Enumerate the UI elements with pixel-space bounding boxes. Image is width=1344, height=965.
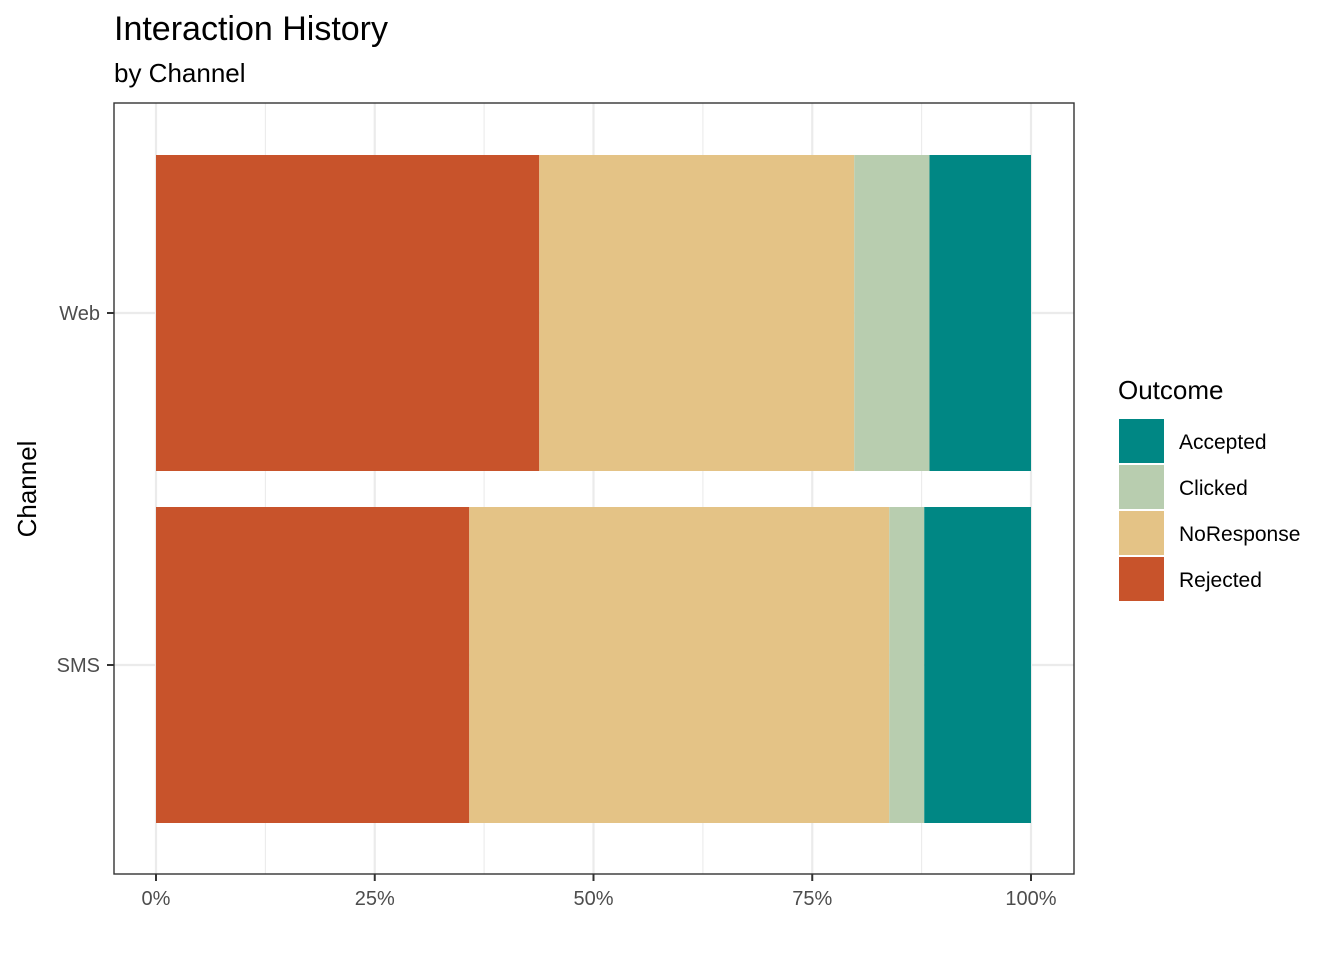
y-axis: Web SMS: [57, 303, 114, 677]
x-tick-label: 75%: [792, 888, 832, 910]
chart-subtitle: by Channel: [114, 58, 246, 88]
legend-label-clicked: Clicked: [1179, 477, 1248, 500]
bar-web-noresponse: [539, 155, 855, 471]
x-tick-label: 50%: [573, 888, 613, 910]
legend-key-accepted: [1119, 419, 1164, 463]
bar-web-accepted: [929, 155, 1031, 471]
y-axis-title: Channel: [12, 441, 42, 538]
legend-key-rejected: [1119, 557, 1164, 601]
chart-title: Interaction History: [114, 10, 388, 48]
legend-label-accepted: Accepted: [1179, 431, 1267, 454]
bar-web-clicked: [854, 155, 930, 471]
legend-key-noresponse: [1119, 511, 1164, 555]
x-tick-label: 25%: [355, 888, 395, 910]
x-tick-label: 100%: [1005, 888, 1056, 910]
legend-key-clicked: [1119, 465, 1164, 509]
bar-sms-clicked: [889, 507, 925, 823]
y-tick-label-sms: SMS: [57, 655, 100, 677]
bars-layer: [156, 155, 1031, 823]
legend-label-rejected: Rejected: [1179, 569, 1262, 592]
x-axis: 0% 25% 50% 75% 100%: [142, 874, 1057, 910]
x-tick-label: 0%: [142, 888, 171, 910]
y-tick-label-web: Web: [59, 303, 100, 325]
bar-sms-rejected: [156, 507, 470, 823]
legend-label-noresponse: NoResponse: [1179, 523, 1300, 546]
legend: Outcome Accepted Clicked NoResponse Rejecte…: [1118, 375, 1300, 601]
bar-web-rejected: [156, 155, 540, 471]
bar-sms-accepted: [924, 507, 1031, 823]
bar-sms-noresponse: [469, 507, 890, 823]
legend-title: Outcome: [1118, 375, 1224, 405]
